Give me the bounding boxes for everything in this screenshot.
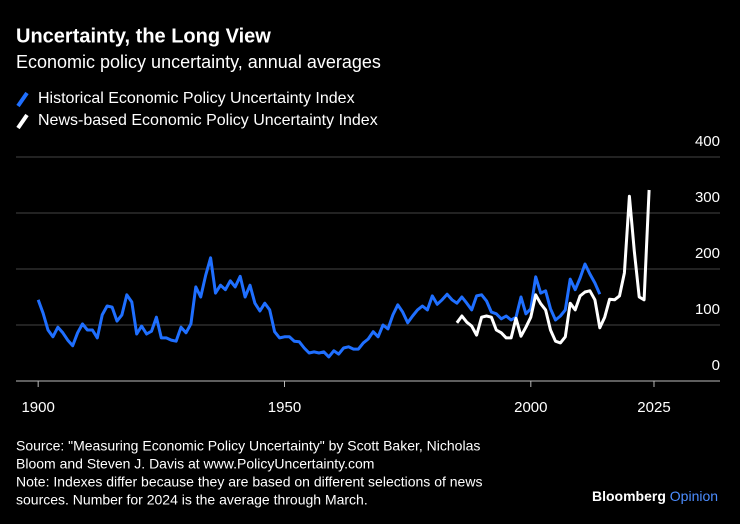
y-tick-label: 200 (695, 245, 720, 262)
brand-suffix: Opinion (670, 488, 718, 504)
y-tick-label: 400 (695, 133, 720, 150)
x-tick-label: 1950 (268, 399, 301, 416)
chart-title: Uncertainty, the Long View (16, 25, 271, 47)
legend-label: News-based Economic Policy Uncertainty I… (38, 112, 378, 129)
y-tick-label: 0 (712, 357, 720, 374)
brand-name: Bloomberg (592, 488, 666, 504)
y-tick-label: 300 (695, 189, 720, 206)
legend-label: Historical Economic Policy Uncertainty I… (38, 90, 355, 107)
series-line (455, 189, 651, 345)
chart-subtitle: Economic policy uncertainty, annual aver… (16, 52, 381, 72)
x-tick-label: 2000 (514, 399, 547, 416)
x-tick-label: 2025 (637, 399, 670, 416)
note: Note: Indexes differ because they are ba… (16, 474, 482, 490)
series-line (36, 256, 602, 359)
source: Source: "Measuring Economic Policy Uncer… (16, 438, 480, 454)
legend-swatch (16, 113, 29, 130)
source: Bloom and Steven J. Davis at www.PolicyU… (16, 456, 374, 472)
note: sources. Number for 2024 is the average … (16, 492, 368, 508)
y-tick-label: 100 (695, 301, 720, 318)
x-tick-label: 1900 (21, 399, 54, 416)
brand: Bloomberg Opinion (592, 488, 718, 504)
legend-swatch (16, 91, 29, 108)
